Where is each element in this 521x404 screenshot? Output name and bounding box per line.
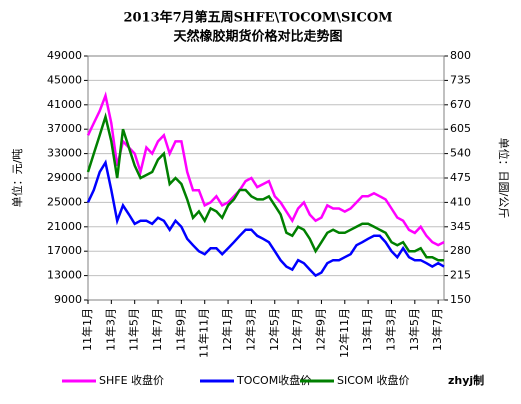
y2-tick-label: 670: [450, 98, 471, 111]
y2-tick-label: 150: [450, 293, 471, 306]
x-tick-label: 11年11月: [197, 308, 211, 358]
x-tick-label: 12年11月: [337, 308, 351, 358]
y2-tick-label: 475: [450, 171, 471, 184]
y2-tick-label: 345: [450, 220, 471, 233]
x-tick-label: 12年3月: [243, 308, 257, 351]
chart-subtitle: 天然橡胶期货价格对比走势图: [173, 29, 342, 45]
x-tick-label: 13年5月: [407, 308, 421, 351]
y2-tick-label: 605: [450, 122, 471, 135]
x-tick-label: 12年9月: [313, 308, 327, 351]
y-tick-label: 37000: [47, 122, 82, 135]
y2-tick-label: 735: [450, 73, 471, 86]
x-tick-label: 11年3月: [103, 308, 117, 351]
y-tick-label: 45000: [47, 73, 82, 86]
y2-tick-label: 280: [450, 244, 471, 257]
x-tick-label: 11年7月: [150, 308, 164, 351]
y-tick-label: 13000: [47, 269, 82, 282]
y2-axis-label: 单位：日圆/公斤: [497, 138, 511, 219]
y-tick-label: 33000: [47, 147, 82, 160]
x-tick-label: 11年1月: [80, 308, 94, 351]
x-tick-label: 13年1月: [360, 308, 374, 351]
y2-tick-label: 410: [450, 195, 471, 208]
x-tick-label: 12年5月: [267, 308, 281, 351]
annotation: zhyj制: [448, 373, 484, 387]
plot-border: [87, 55, 445, 301]
series-line: [86, 112, 444, 262]
legend-label: SICOM 收盘价: [337, 373, 410, 387]
y-tick-label: 25000: [47, 195, 82, 208]
y2-tick-label: 540: [450, 147, 471, 160]
y-tick-label: 41000: [47, 98, 82, 111]
series-line: [86, 91, 445, 247]
y-tick-label: 17000: [47, 244, 82, 257]
x-tick-label: 11年5月: [127, 308, 141, 351]
series-line: [86, 159, 445, 278]
y2-tick-label: 800: [450, 49, 471, 62]
y2-tick-label: 215: [450, 269, 471, 282]
x-tick-label: 11年9月: [173, 308, 187, 351]
y-tick-label: 29000: [47, 171, 82, 184]
y-axis-label: 单位：元/吨: [10, 149, 24, 208]
x-tick-label: 13年7月: [430, 308, 444, 351]
x-tick-label: 12年1月: [220, 308, 234, 351]
legend-label: SHFE 收盘价: [99, 373, 164, 387]
legend-label: TOCOM收盘价: [236, 373, 311, 387]
y-tick-label: 9000: [54, 293, 82, 306]
chart-title: 2013年7月第五周SHFE\TOCOM\SICOM: [123, 10, 392, 26]
y-tick-label: 49000: [47, 49, 82, 62]
x-tick-label: 13年3月: [383, 308, 397, 351]
x-tick-label: 12年7月: [290, 308, 304, 351]
y-tick-label: 21000: [47, 220, 82, 233]
